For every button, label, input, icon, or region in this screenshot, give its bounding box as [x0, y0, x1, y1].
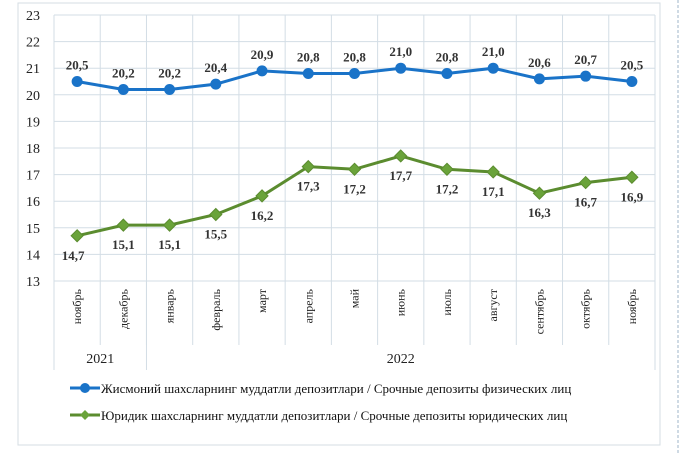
data-point: [70, 229, 84, 243]
year-label: 2022: [387, 352, 415, 367]
data-point: [349, 68, 360, 80]
data-point: [395, 62, 407, 74]
data-label: 20,6: [528, 55, 551, 70]
legend-label: Жисмоний шахсларнинг муддатли депозитлар…: [101, 381, 571, 396]
data-point: [625, 170, 639, 184]
data-label: 17,2: [343, 181, 366, 196]
x-tick-label: июль: [440, 288, 454, 315]
data-label: 15,5: [204, 227, 227, 242]
legend: Жисмоний шахсларнинг муддатли депозитлар…: [70, 381, 571, 423]
year-label: 2021: [86, 352, 114, 367]
data-point: [71, 76, 83, 87]
data-label: 17,1: [482, 184, 505, 199]
data-point: [487, 62, 499, 74]
x-tick-label: ноябрь: [625, 288, 639, 324]
data-point: [117, 83, 129, 95]
y-tick-label: 13: [26, 275, 40, 290]
data-label: 16,3: [528, 205, 551, 220]
data-label: 20,8: [343, 50, 366, 65]
data-point: [116, 218, 131, 232]
legend-label: Юридик шахсларнинг муддатли депозитлари …: [101, 408, 567, 423]
y-tick-label: 16: [26, 195, 40, 210]
x-tick-label: январь: [163, 288, 177, 323]
data-label: 20,8: [436, 50, 459, 65]
data-label: 21,0: [482, 44, 505, 59]
y-tick-label: 20: [26, 89, 40, 104]
y-tick-label: 15: [26, 222, 40, 237]
y-tick-label: 18: [26, 142, 40, 157]
data-label: 14,7: [62, 248, 85, 263]
legend-marker: [80, 383, 90, 393]
data-point: [486, 165, 500, 179]
data-point: [162, 218, 177, 232]
x-tick-label: ноябрь: [70, 288, 84, 324]
data-label: 20,2: [158, 65, 181, 80]
data-label: 17,7: [389, 168, 412, 183]
data-label: 20,4: [204, 60, 227, 75]
data-label: 16,9: [621, 189, 644, 204]
data-point: [580, 70, 592, 82]
data-point: [256, 65, 268, 77]
data-point: [255, 189, 269, 203]
data-label: 15,1: [158, 237, 181, 252]
y-tick-label: 23: [26, 9, 40, 24]
y-tick-label: 19: [26, 115, 40, 130]
legend-marker: [80, 410, 90, 420]
x-tick-label: март: [255, 288, 269, 313]
y-tick-label: 17: [26, 169, 40, 184]
data-point: [164, 83, 176, 95]
x-tick-label: апрель: [301, 288, 315, 323]
data-point: [578, 175, 593, 190]
x-tick-label: май: [348, 288, 362, 308]
data-label: 20,9: [251, 47, 274, 62]
x-tick-label: июнь: [394, 288, 408, 316]
data-label: 21,0: [389, 44, 412, 59]
x-tick-label: август: [486, 288, 500, 321]
data-label: 20,5: [621, 58, 644, 73]
data-point: [441, 68, 453, 80]
data-point: [209, 207, 223, 222]
data-point: [394, 149, 408, 163]
data-point: [440, 162, 454, 176]
x-tick-label: декабрь: [116, 288, 130, 329]
x-tick-label: октябрь: [579, 288, 593, 328]
data-label: 15,1: [112, 237, 135, 252]
data-label: 20,5: [66, 58, 89, 73]
data-point: [301, 159, 315, 174]
data-point: [302, 68, 314, 80]
data-point: [210, 78, 222, 90]
y-tick-label: 21: [26, 62, 40, 77]
data-label: 17,2: [436, 181, 459, 196]
x-tick-label: сентябрь: [532, 288, 546, 334]
data-point: [347, 162, 362, 176]
y-tick-label: 22: [26, 36, 40, 51]
data-label: 20,7: [574, 52, 597, 67]
data-label: 20,8: [297, 50, 320, 65]
data-label: 17,3: [297, 179, 320, 194]
x-tick-label: февраль: [209, 288, 223, 330]
data-label: 16,2: [251, 208, 274, 223]
data-point: [532, 186, 547, 200]
data-label: 16,7: [574, 195, 597, 210]
y-tick-label: 14: [26, 248, 40, 263]
data-point: [533, 73, 545, 85]
data-point: [626, 76, 638, 87]
data-label: 20,2: [112, 65, 135, 80]
